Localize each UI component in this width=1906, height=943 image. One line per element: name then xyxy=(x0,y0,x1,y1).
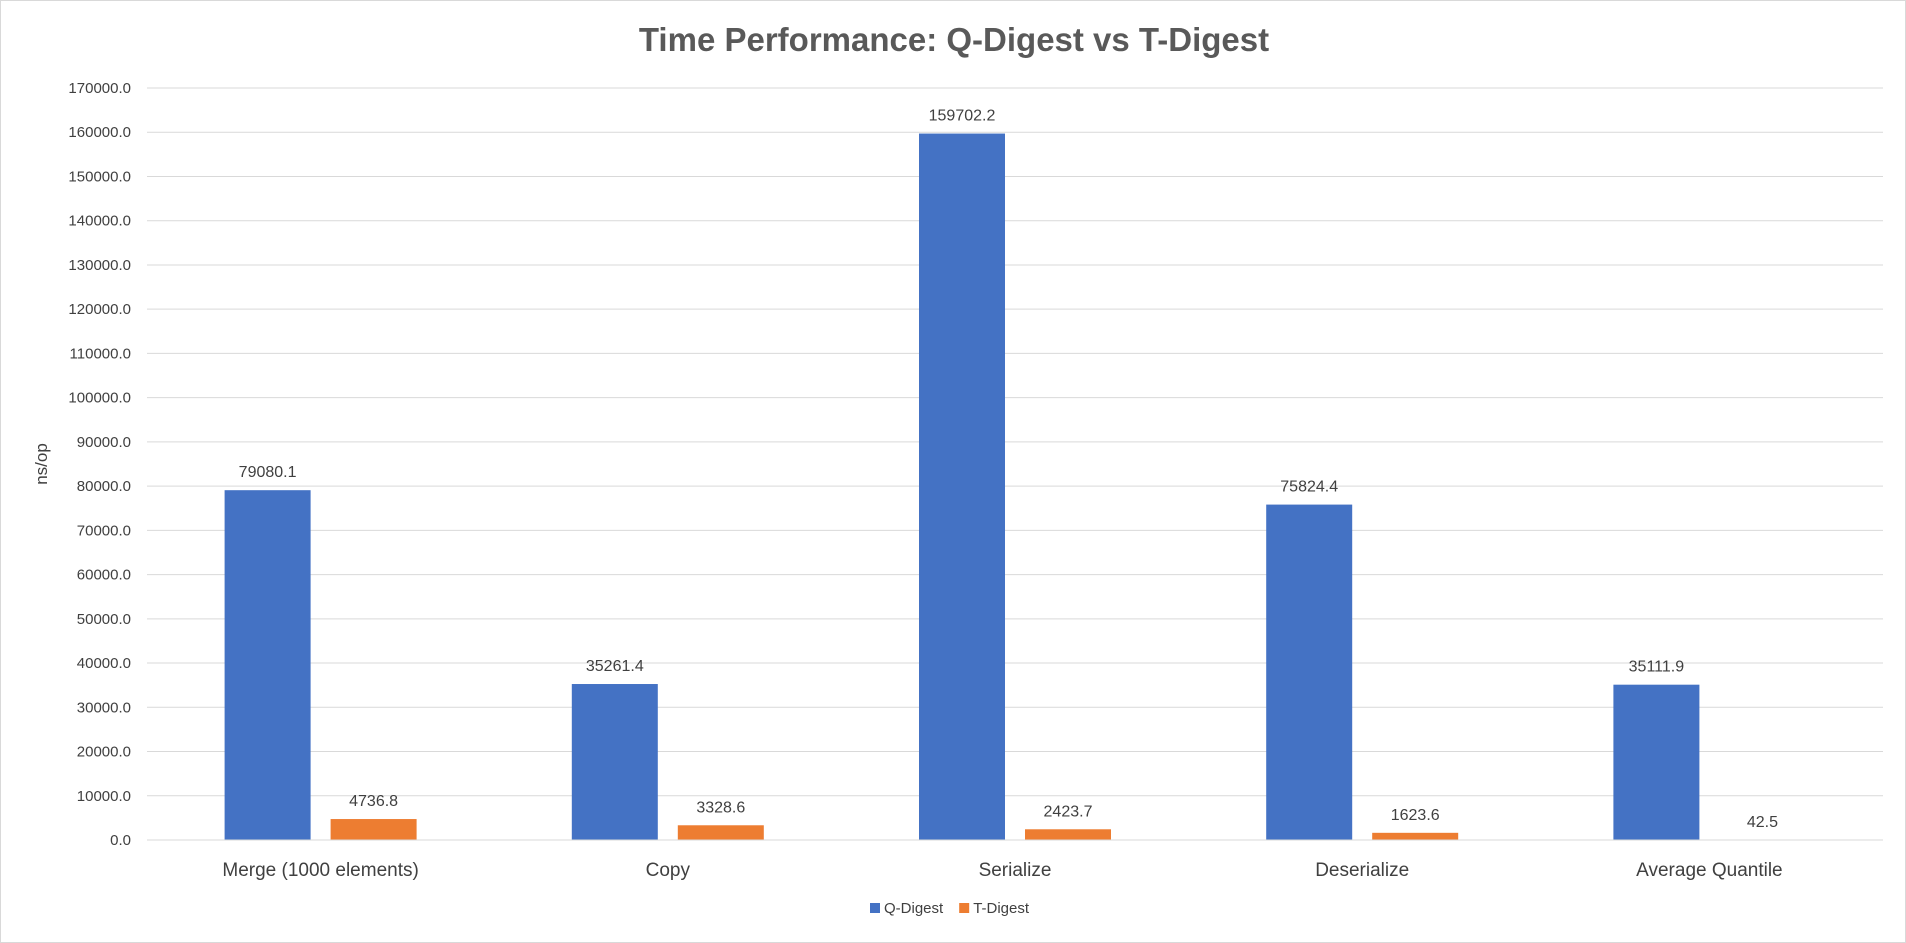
data-label: 75824.4 xyxy=(1280,479,1338,496)
y-tick-label: 60000.0 xyxy=(77,567,131,584)
y-tick-label: 30000.0 xyxy=(77,699,131,716)
data-label: 42.5 xyxy=(1747,814,1778,831)
y-tick-label: 100000.0 xyxy=(68,390,131,407)
y-axis-title: ns/op xyxy=(32,443,51,485)
y-tick-label: 10000.0 xyxy=(77,788,131,805)
chart-title: Time Performance: Q-Digest vs T-Digest xyxy=(639,21,1269,58)
data-label: 2423.7 xyxy=(1044,803,1093,820)
y-tick-label: 0.0 xyxy=(110,832,131,849)
y-axis-ticks: 0.0 10000.0 20000.0 30000.0 40000.0 50000.0 60… xyxy=(68,80,131,849)
y-tick-label: 50000.0 xyxy=(77,611,131,628)
legend-swatch xyxy=(959,903,970,913)
bar-q-digest xyxy=(1613,684,1700,840)
data-label: 35111.9 xyxy=(1629,659,1685,676)
bar-t-digest xyxy=(677,825,764,840)
y-tick-label: 170000.0 xyxy=(68,80,131,97)
bar-t-digest xyxy=(330,819,417,840)
data-label: 1623.6 xyxy=(1391,807,1440,824)
x-category-label: Copy xyxy=(646,860,691,881)
x-axis-categories: Merge (1000 elements) Copy Serialize Deseri… xyxy=(222,860,1782,881)
x-category-label: Serialize xyxy=(979,860,1052,881)
data-label: 79080.1 xyxy=(239,464,297,481)
bars xyxy=(224,133,1806,841)
legend-swatch xyxy=(870,903,880,913)
bar-t-digest xyxy=(1372,832,1459,840)
x-category-label: Average Quantile xyxy=(1636,860,1782,881)
y-tick-label: 40000.0 xyxy=(77,655,131,672)
gridlines xyxy=(147,87,1883,841)
y-tick-label: 150000.0 xyxy=(68,168,131,185)
data-label: 159702.2 xyxy=(929,108,996,125)
y-tick-label: 70000.0 xyxy=(77,522,131,539)
data-label: 35261.4 xyxy=(586,658,644,675)
x-category-label: Deserialize xyxy=(1315,860,1409,881)
bar-q-digest xyxy=(1266,504,1353,840)
bar-q-digest xyxy=(224,490,311,840)
bar-t-digest xyxy=(1025,829,1111,840)
y-tick-label: 90000.0 xyxy=(77,434,131,451)
y-tick-label: 130000.0 xyxy=(68,257,131,274)
y-tick-label: 140000.0 xyxy=(68,213,131,230)
y-tick-label: 110000.0 xyxy=(70,345,131,362)
bar-q-digest xyxy=(919,133,1005,841)
data-label: 4736.8 xyxy=(349,793,398,810)
legend: Q-Digest T-Digest xyxy=(870,900,1030,917)
legend-label: Q-Digest xyxy=(884,900,944,917)
y-tick-label: 160000.0 xyxy=(68,124,131,141)
y-tick-label: 80000.0 xyxy=(77,478,131,495)
x-category-label: Merge (1000 elements) xyxy=(222,860,418,881)
y-tick-label: 120000.0 xyxy=(68,301,131,318)
legend-label: T-Digest xyxy=(973,900,1030,917)
data-label: 3328.6 xyxy=(696,799,745,816)
bar-q-digest xyxy=(571,684,658,840)
y-tick-label: 20000.0 xyxy=(77,744,131,761)
data-labels: 79080.1 4736.8 35261.4 3328.6 159702.2 2423.7… xyxy=(239,108,1778,831)
